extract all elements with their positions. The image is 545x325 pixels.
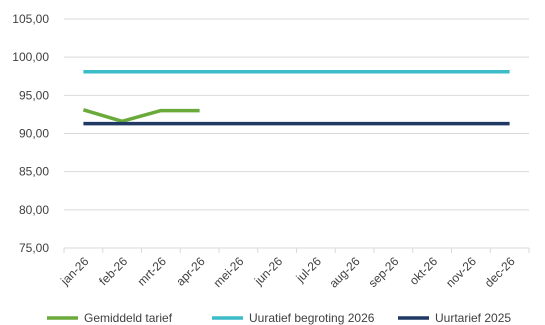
- y-tick-label: 85,00: [19, 165, 49, 179]
- x-tick-label: mei-26: [211, 254, 247, 290]
- grid-lines: [64, 18, 529, 249]
- y-axis: 75,00 80,00 85,00 90,00 95,00 100,00 105,00: [12, 12, 49, 255]
- legend-label-2: Uurtarief 2025: [435, 311, 511, 325]
- legend-label-0: Gemiddeld tarief: [84, 311, 173, 325]
- x-tick-label: apr-26: [173, 254, 208, 289]
- x-tick-label: sep-26: [366, 254, 402, 290]
- x-tick-label: jan-26: [57, 254, 91, 288]
- y-tick-label: 100,00: [12, 50, 49, 64]
- x-tick-label: jun-26: [251, 254, 285, 288]
- x-axis: jan-26 feb-26 mrt-26 apr-26 mei-26 jun-26 jul-…: [57, 248, 530, 291]
- x-tick-label: nov-26: [443, 254, 479, 290]
- x-tick-label: aug-26: [326, 254, 363, 291]
- y-tick-label: 80,00: [19, 203, 49, 217]
- y-tick-label: 105,00: [12, 12, 49, 26]
- y-tick-label: 75,00: [19, 241, 49, 255]
- x-tick-label: okt-26: [407, 254, 441, 288]
- y-tick-label: 95,00: [19, 88, 49, 102]
- x-tick-label: feb-26: [96, 254, 130, 288]
- legend: Gemiddeld tarief Uuratief begroting 2026 U…: [47, 311, 511, 325]
- x-tick-label: dec-26: [482, 254, 518, 290]
- legend-label-1: Uuratief begroting 2026: [249, 311, 375, 325]
- y-tick-label: 90,00: [19, 127, 49, 141]
- series-lines: [82, 69, 510, 126]
- series-line-0: [82, 108, 200, 124]
- x-tick-label: mrt-26: [135, 254, 170, 289]
- x-tick-label: jul-26: [293, 254, 325, 286]
